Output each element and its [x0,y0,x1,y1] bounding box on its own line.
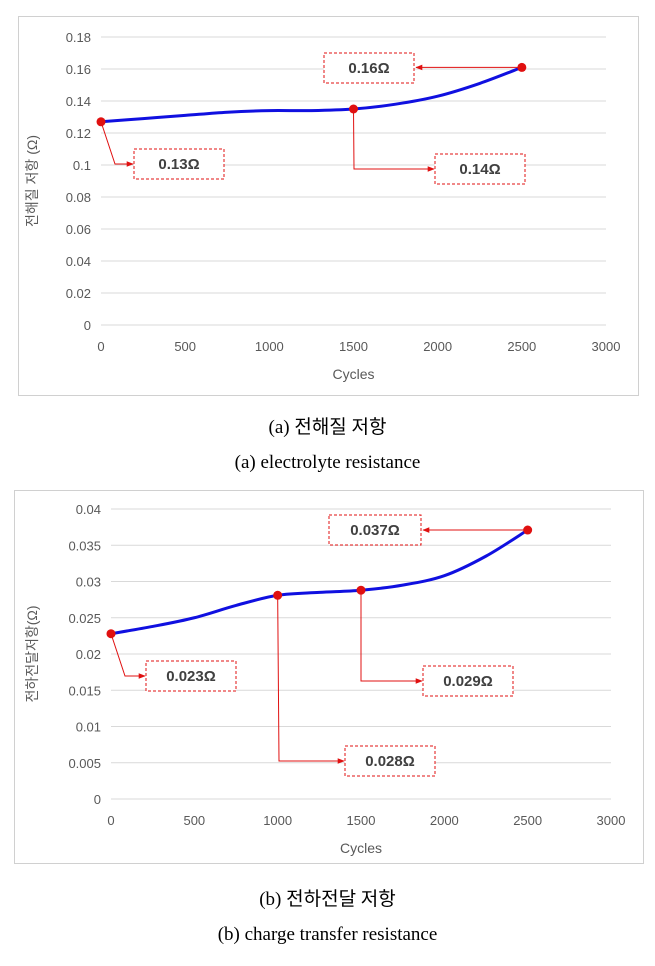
y-tick-label: 0.02 [66,286,91,301]
y-tick-label: 0.005 [68,756,101,771]
y-tick-label: 0.035 [68,538,101,553]
series-line-0 [109,528,530,636]
annotation-label: 0.023Ω [166,668,216,685]
annotation-label: 0.028Ω [365,753,415,770]
data-point-marker [106,629,116,639]
x-tick-label: 1500 [339,339,368,354]
y-tick-label: 0.025 [68,611,101,626]
y-tick-label: 0.18 [66,30,91,45]
annotation-box [145,660,237,692]
x-tick-label: 0 [107,813,114,828]
annotation-leader-line [277,595,345,764]
y-tick-label: 0.16 [66,62,91,77]
data-point-marker [349,104,358,114]
chart-a-svg: 0 0.02 0.04 0.06 0.08 0.1 0.12 0.14 0.16 0.18 0 500… [24,30,621,382]
y-tick-label: 0.04 [66,254,91,269]
series-line-0 [99,65,524,124]
x-axis-title: Cycles [332,366,374,382]
y-tick-label: 0.03 [76,575,101,590]
x-tick-label: 2000 [430,813,459,828]
x-tick-label: 1000 [255,339,284,354]
x-axis-title: Cycles [340,840,382,856]
y-axis-title: 전해질 저항 (Ω) [24,135,40,227]
chart-b-svg: 0 0.005 0.01 0.015 0.02 0.025 0.03 0.035 0.04 0 50… [24,502,626,856]
annotation-leader-line [360,590,423,684]
y-tick-label: 0.06 [66,222,91,237]
chart-charge-transfer-resistance: 0 0.005 0.01 0.015 0.02 0.025 0.03 0.035 0.04 0 50… [14,490,644,864]
x-tick-label: 3000 [592,339,621,354]
caption-a-english: (a) electrolyte resistance [234,452,421,473]
y-tick-label: 0.1 [73,158,91,173]
annotation-box [328,514,422,546]
x-tick-label: 2000 [423,339,452,354]
x-tick-label: 1000 [263,813,292,828]
caption-b-english: (b) charge transfer resistance [217,924,438,945]
annotation-label: 0.14Ω [459,161,500,178]
x-tick-label: 2500 [507,339,536,354]
y-axis-title: 전하전달저항(Ω) [24,605,40,702]
annotation-leader-line [100,121,134,167]
y-tick-label: 0.01 [76,720,101,735]
data-point-marker [273,590,283,600]
x-tick-label: 1500 [347,813,376,828]
annotation-box [323,52,415,84]
data-point-marker [523,525,533,535]
data-point-marker [517,62,527,72]
x-tick-label: 3000 [597,813,626,828]
x-tick-label: 500 [183,813,205,828]
y-tick-label: 0.02 [76,647,101,662]
annotation-box [422,665,514,697]
annotation-box [434,153,526,185]
chart-electrolyte-resistance: 0 0.02 0.04 0.06 0.08 0.1 0.12 0.14 0.16 0.18 0 500… [18,16,639,396]
x-tick-label: 0 [97,339,104,354]
annotation-leader-line [353,108,435,172]
annotation-leader-line [110,633,146,679]
annotation-box [133,148,225,180]
annotation-label: 0.029Ω [443,673,493,690]
annotation-label: 0.13Ω [158,156,199,173]
y-tick-label: 0.12 [66,126,91,141]
annotation-label: 0.037Ω [350,522,400,539]
caption-b-korean: (b) 전하전달 저항 [259,889,396,910]
y-tick-label: 0 [84,318,91,333]
y-tick-label: 0.04 [76,502,101,517]
caption-a-korean: (a) 전해질 저항 [268,417,387,438]
annotation-box [344,745,436,777]
data-point-marker [96,117,106,127]
x-tick-label: 2500 [513,813,542,828]
y-tick-label: 0.015 [68,683,101,698]
y-tick-label: 0.14 [66,94,91,109]
data-point-marker [356,585,366,595]
y-tick-label: 0 [94,792,101,807]
y-tick-label: 0.08 [66,190,91,205]
x-tick-label: 500 [174,339,196,354]
annotation-label: 0.16Ω [348,60,389,77]
